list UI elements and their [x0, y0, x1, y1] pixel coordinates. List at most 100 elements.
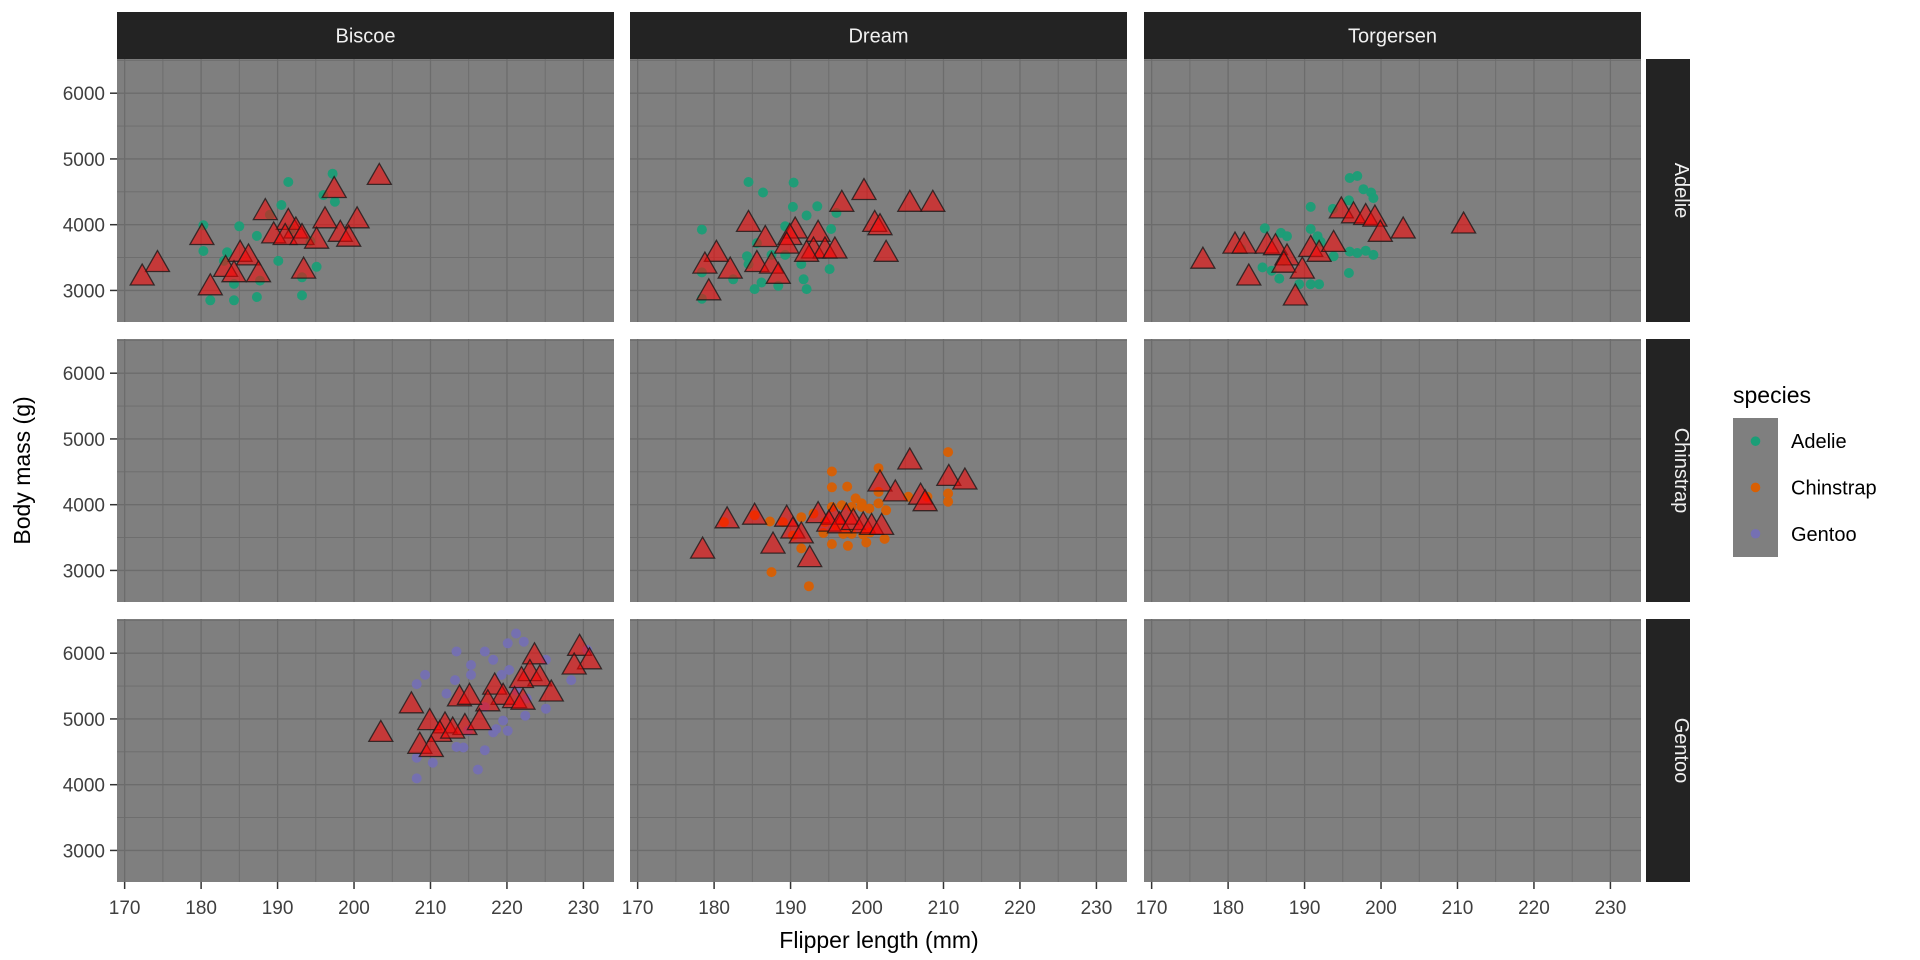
data-point-gentoo: [420, 669, 431, 680]
highlight-triangle: [1235, 262, 1262, 286]
strip-background: [630, 12, 1127, 59]
highlight-triangle: [821, 235, 849, 259]
x-tick-label: 200: [338, 898, 370, 919]
panel-background: [117, 339, 614, 602]
highlight-triangle: [576, 646, 603, 670]
data-point-chinstrap: [881, 505, 892, 516]
data-point-gentoo: [566, 675, 577, 686]
highlight-triangle: [1231, 230, 1258, 254]
data-point-adelie: [824, 264, 835, 275]
highlight-triangle: [1289, 255, 1316, 279]
highlight-triangle: [935, 463, 962, 487]
data-point-adelie: [327, 168, 338, 179]
legend-key-dot-adelie: [1750, 436, 1761, 446]
highlight-triangle: [752, 224, 779, 248]
data-point-adelie: [749, 284, 760, 295]
highlight-triangle: [866, 468, 894, 492]
strip-background: [1144, 12, 1641, 59]
panel-background: [1144, 619, 1641, 882]
x-tick-label: 170: [109, 898, 141, 919]
data-point-adelie: [787, 201, 798, 212]
panel-gentoo-torgersen: [1144, 619, 1641, 882]
highlight-triangle: [197, 272, 224, 296]
strip-background: [1646, 339, 1690, 602]
legend-key-dot-chinstrap: [1750, 482, 1761, 493]
data-point-adelie: [1343, 195, 1354, 206]
data-layer-gentoo-biscoe: [367, 628, 603, 784]
data-point-adelie: [1274, 273, 1285, 284]
data-point-adelie: [283, 177, 294, 187]
highlight-triangle: [418, 734, 445, 758]
strip-background: [1646, 619, 1690, 882]
x-tick-label: 180: [1212, 898, 1244, 919]
data-point-gentoo: [411, 679, 422, 690]
data-point-adelie: [756, 277, 767, 288]
legend-key-dot-gentoo: [1750, 528, 1761, 539]
highlight-triangle: [252, 197, 279, 221]
data-point-chinstrap: [764, 516, 775, 527]
highlight-triangle: [741, 501, 768, 525]
data-point-adelie: [1282, 231, 1292, 242]
strip-background: [1646, 59, 1690, 322]
highlight-triangle: [1390, 215, 1417, 239]
highlight-triangle: [521, 641, 548, 665]
data-point-gentoo: [518, 636, 529, 647]
strip-label-row: Gentoo: [1670, 718, 1692, 784]
data-point-gentoo: [441, 688, 452, 699]
panel-adelie-dream: [630, 59, 1127, 322]
data-point-gentoo: [488, 654, 499, 665]
y-tick-label: 3000: [63, 841, 105, 862]
data-point-adelie: [234, 221, 245, 232]
highlight-triangle: [1282, 282, 1309, 306]
highlight-triangle: [1270, 249, 1298, 273]
data-point-gentoo: [450, 675, 460, 686]
data-point-adelie: [329, 196, 340, 207]
data-point-adelie: [1368, 193, 1379, 204]
strip-label-row: Chinstrap: [1670, 428, 1692, 514]
x-tick-label: 220: [1004, 898, 1036, 919]
highlight-triangle: [303, 225, 330, 249]
data-layer-adelie-dream: [691, 177, 946, 304]
highlight-triangle: [689, 535, 716, 559]
data-point-adelie: [273, 255, 284, 266]
data-point-adelie: [743, 177, 754, 187]
y-tick-label: 6000: [63, 364, 105, 385]
highlight-triangle: [1450, 210, 1477, 234]
data-point-chinstrap: [826, 466, 837, 477]
panel-background: [630, 619, 1127, 882]
data-point-adelie: [1352, 248, 1363, 258]
data-point-adelie: [1305, 201, 1316, 212]
data-point-gentoo: [502, 725, 513, 736]
data-point-adelie: [1360, 245, 1371, 256]
data-point-adelie: [297, 290, 307, 301]
data-point-chinstrap: [826, 539, 837, 550]
data-point-adelie: [1328, 251, 1339, 262]
data-point-adelie: [222, 247, 233, 258]
highlight-triangle: [311, 205, 339, 229]
data-point-gentoo: [466, 660, 476, 670]
facet-strip-row-adelie: Adelie: [1646, 59, 1692, 322]
x-tick-label: 200: [851, 898, 883, 919]
data-point-adelie: [1344, 173, 1355, 183]
highlight-triangle: [896, 188, 923, 212]
panel-background: [1144, 339, 1641, 602]
highlight-triangle: [509, 686, 537, 710]
data-point-adelie: [229, 295, 239, 306]
y-tick-label: 5000: [63, 150, 105, 171]
data-point-gentoo: [466, 669, 476, 680]
highlight-triangle: [713, 505, 741, 529]
data-layer-chinstrap-dream: [689, 446, 979, 592]
axes: 170 180 190 200 210 220 230 170 180 190 200 210 220 2…: [63, 84, 1627, 919]
highlight-triangle: [828, 188, 855, 212]
highlight-triangle: [868, 512, 895, 536]
x-tick-label: 210: [928, 898, 960, 919]
panel-gentoo-dream: [630, 619, 1127, 882]
highlight-triangle: [466, 707, 493, 731]
data-point-chinstrap: [873, 498, 884, 509]
highlight-triangle: [866, 212, 894, 236]
highlight-triangle: [703, 238, 730, 262]
highlight-triangle: [735, 209, 762, 233]
highlight-triangle: [717, 255, 744, 279]
highlight-triangle: [335, 223, 362, 247]
